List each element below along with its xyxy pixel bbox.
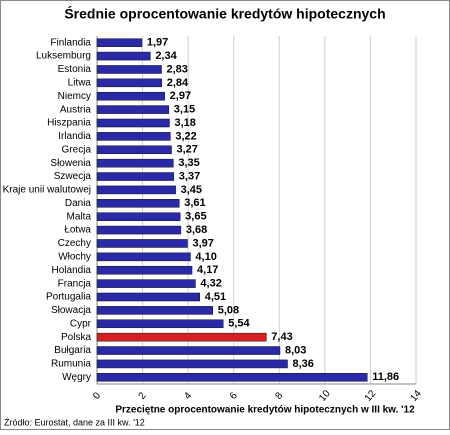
y-tick-label: Francja (58, 278, 92, 289)
bar (96, 346, 281, 355)
y-tick-label: Luksemburg (36, 51, 91, 62)
x-axis-title: Przeciętne oprocentowanie kredytów hipot… (115, 405, 415, 416)
data-label: 3,22 (175, 130, 196, 142)
data-label: 3,27 (177, 144, 198, 156)
x-tick-label: 4 (182, 390, 194, 402)
data-label: 4,10 (195, 251, 216, 263)
y-tick-label: Czechy (58, 238, 91, 249)
bar (96, 252, 191, 262)
y-tick-label: Irlandia (58, 131, 91, 142)
x-tick-label: 8 (273, 390, 285, 402)
y-tick-label: Portugalia (46, 292, 91, 303)
bar (96, 51, 151, 61)
bar (96, 185, 176, 195)
data-label: 2,84 (167, 77, 189, 89)
y-tick-label: Słowenia (50, 158, 91, 169)
data-label: 4,32 (200, 278, 221, 290)
bar (96, 65, 162, 74)
y-tick-label: Malta (67, 211, 92, 222)
bar (96, 145, 172, 155)
y-tick-label: Grecja (62, 144, 92, 155)
y-tick-label: Austria (60, 104, 92, 115)
data-label: 2,83 (166, 63, 187, 75)
bar (96, 359, 288, 369)
data-label: 3,37 (179, 170, 200, 182)
bar (96, 225, 182, 235)
data-label: 3,35 (178, 157, 199, 169)
data-label: 7,43 (271, 331, 292, 343)
y-tick-label: Dania (65, 198, 92, 209)
bar (96, 78, 162, 88)
data-label: 11,86 (372, 371, 399, 383)
x-tick-label: 6 (228, 390, 240, 402)
y-tick-label: Słowacja (51, 305, 91, 316)
y-tick-label: Szwecja (54, 171, 92, 182)
data-label: 4,17 (197, 264, 218, 276)
bar (96, 105, 170, 114)
bar (96, 212, 181, 221)
bar (96, 91, 165, 101)
y-tick-label: Kraje unii walutowej (3, 185, 91, 196)
data-label: 3,15 (174, 104, 195, 116)
bar (96, 279, 196, 288)
y-tick-label: Hiszpania (47, 118, 91, 129)
y-tick-label: Finlandia (50, 37, 91, 48)
bar (96, 306, 214, 315)
bar (96, 199, 180, 208)
data-label: 3,68 (186, 224, 207, 236)
data-label: 3,18 (174, 117, 195, 129)
bar (96, 38, 143, 47)
data-label: 8,36 (292, 358, 313, 370)
bar (96, 132, 171, 141)
data-label: 3,65 (185, 211, 206, 223)
y-tick-label: Niemcy (58, 91, 91, 102)
data-label: 2,34 (155, 50, 177, 62)
data-label: 4,51 (205, 291, 226, 303)
y-tick-label: Bułgaria (54, 345, 91, 356)
data-label: 2,97 (170, 90, 191, 102)
bar (96, 265, 193, 275)
y-tick-label: Rumunia (51, 359, 91, 370)
x-tick-label: 0 (91, 390, 103, 402)
y-tick-label: Cypr (70, 318, 92, 329)
data-label: 8,03 (285, 344, 306, 356)
source-note: Źródło: Eurostat, dane za III kw. '12 (4, 417, 145, 427)
bar (96, 373, 368, 382)
y-tick-label: Holandia (52, 265, 92, 276)
data-label: 3,61 (184, 197, 205, 209)
y-tick-label: Łotwa (64, 225, 91, 236)
chart-title: Średnie oprocentowanie kredytów hipotecz… (64, 5, 385, 22)
data-label: 5,08 (218, 304, 239, 316)
y-tick-label: Włochy (58, 251, 91, 262)
data-label: 1,97 (147, 37, 168, 49)
bar (96, 118, 170, 128)
data-label: 3,97 (192, 237, 213, 249)
y-tick-label: Litwa (68, 77, 92, 88)
y-tick-label: Estonia (58, 64, 92, 75)
bar (96, 319, 224, 329)
bar (96, 239, 188, 248)
y-tick-label: Węgry (62, 372, 91, 383)
bar (96, 292, 201, 302)
bar (96, 158, 174, 168)
bar (96, 172, 175, 181)
data-label: 3,45 (181, 184, 202, 196)
x-tick-label: 2 (137, 390, 149, 402)
y-tick-label: Polska (61, 332, 91, 343)
bar (96, 332, 267, 342)
data-label: 5,54 (228, 318, 250, 330)
